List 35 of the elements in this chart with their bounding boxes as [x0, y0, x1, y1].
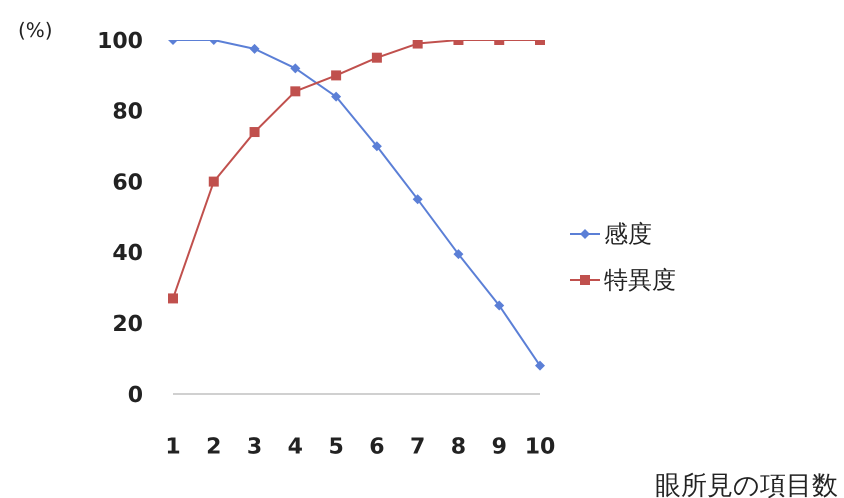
point	[372, 141, 382, 152]
x-tick-label: 4	[288, 434, 303, 460]
y-tick-label: 100	[97, 28, 143, 54]
point	[290, 63, 300, 74]
point	[168, 293, 178, 304]
point	[290, 86, 300, 96]
point	[494, 300, 504, 310]
point	[250, 127, 260, 138]
y-tick-label: 60	[112, 170, 143, 196]
y-tick-label: 80	[112, 100, 143, 125]
x-tick-label: 9	[492, 434, 507, 460]
y-tick-label: 20	[112, 312, 143, 338]
x-tick-label: 7	[410, 434, 426, 460]
y-axis-title: (%)	[18, 18, 53, 42]
point	[535, 360, 545, 371]
point	[250, 44, 260, 54]
point	[331, 92, 342, 102]
x-tick-label: 3	[246, 434, 262, 460]
y-tick-label: 0	[128, 382, 143, 408]
point	[372, 52, 382, 63]
point	[412, 40, 423, 49]
x-axis-title: 眼所見の項目数	[655, 470, 838, 498]
x-tick-label: 2	[206, 434, 222, 460]
point	[331, 70, 342, 80]
y-tick-label: 40	[112, 241, 143, 266]
x-tick-label: 10	[524, 434, 556, 460]
legend-label: 特異度	[604, 265, 676, 296]
point	[208, 176, 219, 187]
legend-label: 感度	[604, 219, 652, 250]
x-tick-label: 1	[165, 434, 181, 460]
point	[412, 194, 423, 204]
x-tick-label: 5	[328, 434, 344, 460]
x-tick-label: 6	[369, 434, 385, 460]
point	[453, 249, 464, 260]
x-tick-label: 8	[450, 434, 466, 460]
